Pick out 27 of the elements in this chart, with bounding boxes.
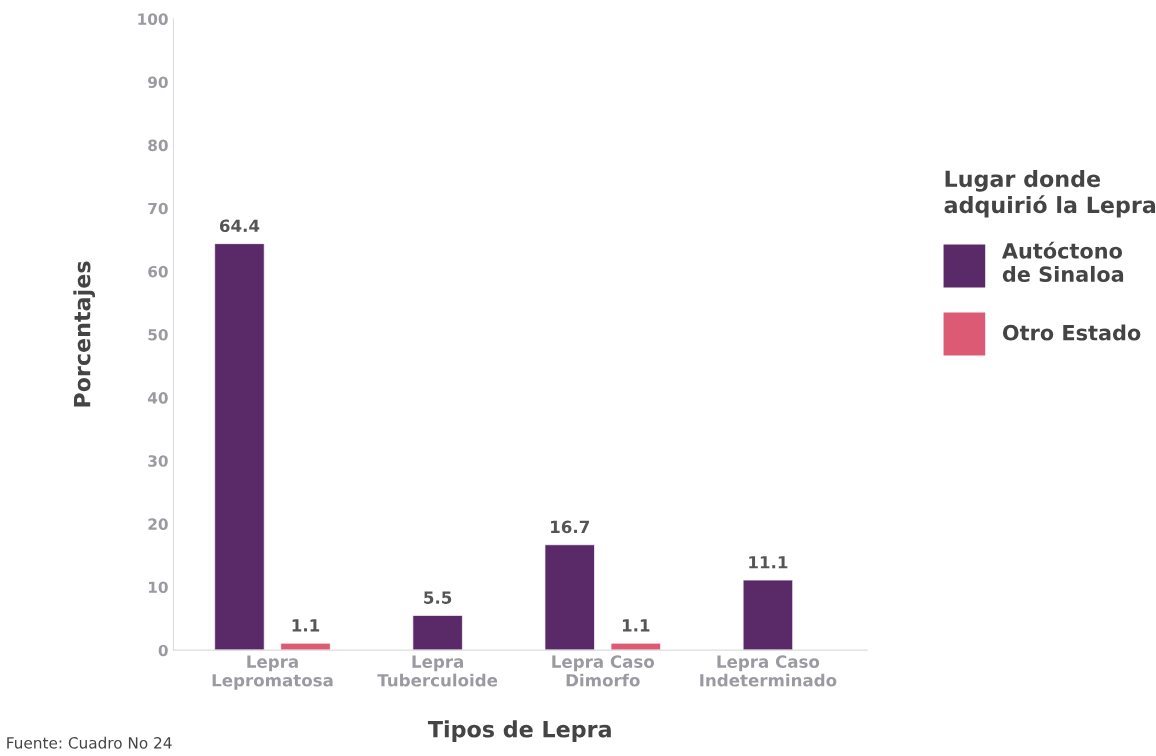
data-label: 1.1 — [292, 619, 320, 632]
x-tick-label: Lepra Tuberculoide — [377, 655, 498, 687]
legend-label: Autóctono de Sinaloa — [1001, 241, 1124, 283]
x-tick-label: Lepra Caso Dimorfo — [552, 655, 655, 687]
y-tick-label: 10 — [149, 581, 168, 594]
y-tick-label: 80 — [148, 139, 168, 152]
y-tick-label: 100 — [138, 13, 168, 25]
y-tick-label: 50 — [148, 329, 168, 341]
source-note: Fuente: Cuadro No 24 — [7, 736, 172, 749]
y-axis-title: Porcentajes — [73, 261, 95, 407]
y-tick-label: 70 — [148, 202, 168, 215]
x-tick-label: Lepra Lepromatosa — [212, 655, 333, 690]
data-label: 64.4 — [219, 219, 260, 233]
y-tick-label: 20 — [148, 518, 168, 530]
y-tick-label: 0 — [158, 644, 168, 657]
data-label: 1.1 — [622, 619, 650, 632]
legend-label: Otro Estado — [1002, 324, 1141, 341]
x-tick-label: Lepra Caso Indeterminado — [700, 655, 837, 687]
y-tick-label: 90 — [148, 76, 168, 89]
data-label: 5.5 — [424, 591, 452, 604]
data-label: 16.7 — [551, 520, 589, 534]
y-tick-label: 40 — [147, 392, 168, 404]
data-label: 11.1 — [749, 556, 788, 569]
legend-title: Lugar donde adquirió la Lepra — [944, 169, 1156, 218]
x-axis-title: Tipos de Lepra — [427, 720, 611, 742]
y-tick-label: 60 — [148, 265, 168, 278]
y-tick-label: 30 — [148, 455, 168, 467]
